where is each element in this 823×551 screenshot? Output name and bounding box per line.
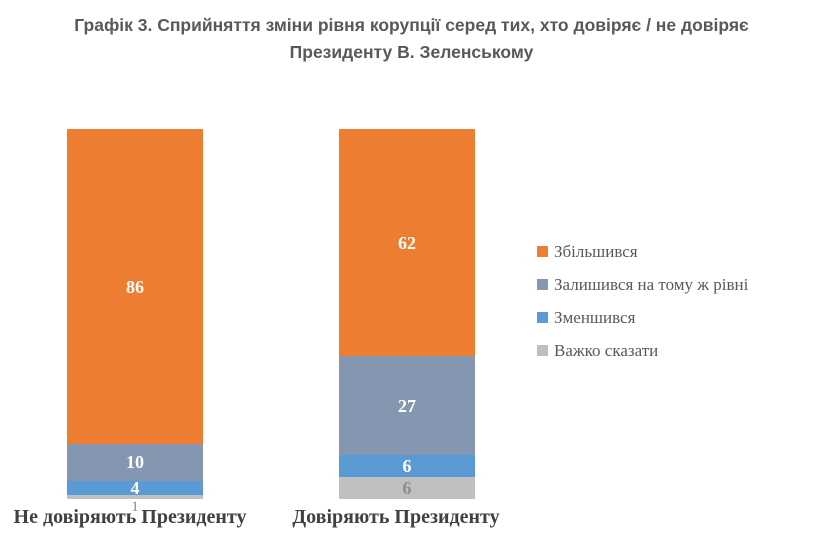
legend-item: Залишився на тому ж рівні — [537, 274, 749, 294]
legend-label: Збільшився — [554, 241, 638, 261]
data-label: 62 — [398, 232, 416, 253]
legend-color-swatch-icon — [537, 246, 548, 257]
legend-item: Важко сказати — [537, 340, 748, 360]
data-label: 4 — [130, 478, 140, 498]
legend-label: Залишився на тому ж рівні — [554, 274, 749, 294]
stacked-bar: 86 10 4 — [67, 129, 203, 499]
data-label: 10 — [126, 452, 144, 473]
bar-segment — [67, 495, 203, 499]
data-label: 86 — [126, 276, 144, 297]
data-label: 27 — [398, 395, 416, 416]
data-label: 6 — [402, 456, 412, 477]
data-label-outside: 1 — [131, 499, 139, 515]
category-label: Довіряють Президенту — [292, 506, 500, 528]
category-label: Не довіряють Президенту — [13, 506, 247, 528]
legend-item: Збільшився — [537, 241, 748, 261]
bar-segment: 4 — [67, 478, 203, 498]
bar-segment: 27 — [339, 356, 475, 456]
legend-color-swatch-icon — [537, 279, 548, 290]
legend-label: Важко сказати — [554, 340, 659, 360]
bar-segment: 10 — [67, 444, 203, 481]
bar-segment: 86 — [67, 129, 203, 445]
legend-color-swatch-icon — [537, 345, 548, 356]
legend-label: Зменшився — [554, 307, 636, 327]
bar-segment: 62 — [339, 129, 475, 357]
bar-segment: 6 — [339, 455, 475, 477]
legend-color-swatch-icon — [537, 312, 548, 323]
stacked-bar: 62 27 6 6 — [339, 129, 475, 499]
chart-title-line-2: Президенту В. Зеленському — [289, 42, 534, 62]
legend: Збільшився Залишився на тому ж рівні Зменш… — [537, 241, 749, 360]
chart-title-line-1: Графік 3. Сприйняття зміни рівня корупці… — [74, 15, 749, 35]
chart-title: Графік 3. Сприйняття зміни рівня корупці… — [0, 12, 823, 66]
bar-segment: 6 — [339, 477, 475, 499]
data-label: 6 — [402, 477, 412, 498]
legend-item: Зменшився — [537, 307, 748, 327]
